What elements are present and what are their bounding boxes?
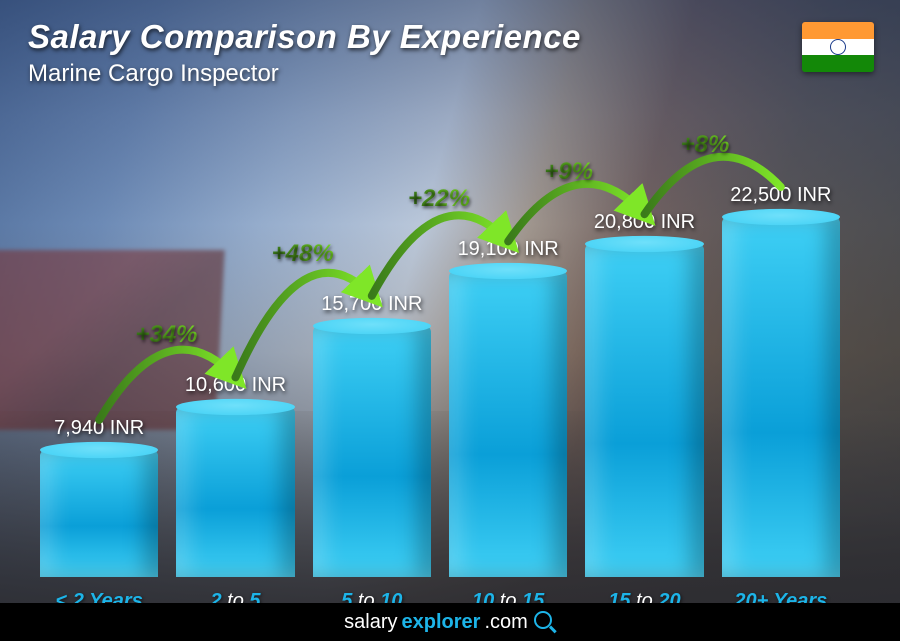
brand-part1: salary <box>344 611 397 634</box>
brand-part2: explorer <box>402 611 481 634</box>
bar-column: 10,600 INR2 to 5 <box>176 374 294 577</box>
value-label: 10,600 INR <box>185 374 286 397</box>
bar-column: 22,500 INR20+ Years <box>722 184 840 577</box>
pct-change-label: +9% <box>544 158 593 186</box>
bar-body <box>585 244 703 577</box>
value-label: 20,800 INR <box>594 211 695 234</box>
bar-body <box>722 217 840 577</box>
brand-tld: .com <box>484 611 527 634</box>
pct-change-label: +22% <box>408 185 470 213</box>
footer: salaryexplorer.com <box>0 603 900 641</box>
bar-column: 19,100 INR10 to 15 <box>449 238 567 577</box>
brand-logo: salaryexplorer.com <box>344 611 556 634</box>
page-subtitle: Marine Cargo Inspector <box>28 60 581 88</box>
page-title: Salary Comparison By Experience <box>28 18 581 56</box>
header: Salary Comparison By Experience Marine C… <box>28 18 581 88</box>
bar-top-ellipse <box>40 442 158 458</box>
bar <box>176 407 294 577</box>
magnifier-icon <box>534 611 556 633</box>
value-label: 15,700 INR <box>321 293 422 316</box>
flag-stripe-saffron <box>802 22 874 39</box>
value-label: 7,940 INR <box>54 417 144 440</box>
value-label: 22,500 INR <box>730 184 831 207</box>
bar-column: 15,700 INR5 to 10 <box>313 293 431 577</box>
bar-body <box>449 271 567 577</box>
pct-change-label: +48% <box>272 240 334 268</box>
flag-stripe-green <box>802 55 874 72</box>
bar-top-ellipse <box>313 318 431 334</box>
flag-chakra-icon <box>830 39 846 55</box>
bar-column: 20,800 INR15 to 20 <box>585 211 703 577</box>
bar-body <box>313 326 431 577</box>
value-label: 19,100 INR <box>458 238 559 261</box>
bar <box>313 326 431 577</box>
country-flag-india <box>802 22 874 72</box>
bar <box>449 271 567 577</box>
pct-change-label: +8% <box>681 131 730 159</box>
bar-body <box>40 450 158 577</box>
bar-body <box>176 407 294 577</box>
bar <box>585 244 703 577</box>
bar <box>722 217 840 577</box>
pct-change-label: +34% <box>135 321 197 349</box>
bar-column: 7,940 INR< 2 Years <box>40 417 158 577</box>
bar <box>40 450 158 577</box>
bar-top-ellipse <box>722 209 840 225</box>
